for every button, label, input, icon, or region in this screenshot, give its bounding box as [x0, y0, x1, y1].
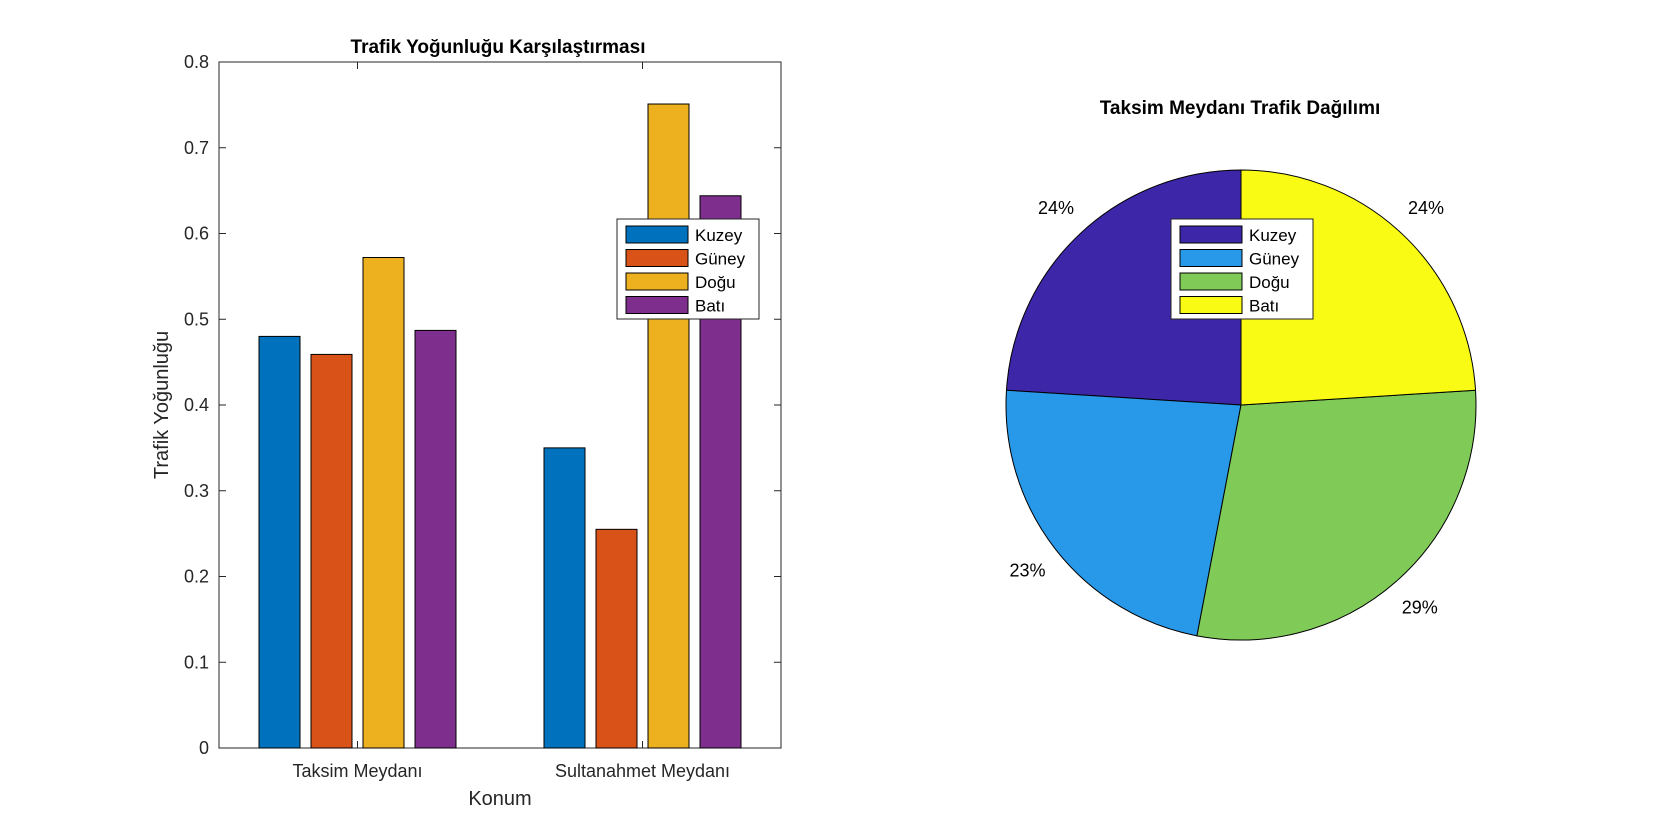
pie-percent-label: 29% [1402, 598, 1438, 618]
bar-legend-entry: Kuzey [695, 226, 743, 245]
pie-legend-entry: Doğu [1249, 273, 1290, 292]
pie-legend-entry: Kuzey [1249, 226, 1297, 245]
bar-legend-swatch [625, 249, 689, 267]
bar-plot-area [218, 61, 782, 749]
y-tick-label: 0 [199, 738, 209, 758]
pie-slice-doğu [1196, 389, 1477, 641]
bar-doğu-0 [362, 257, 405, 749]
pie-legend-swatch [1179, 249, 1243, 267]
x-tick-label: Sultanahmet Meydanı [555, 761, 730, 781]
bar-güney-1 [595, 528, 638, 749]
bar-legend-swatch [625, 296, 689, 314]
x-axis-label: Konum [468, 788, 531, 810]
bar-güney-0 [310, 353, 353, 749]
x-axis-ticks: Taksim Meydanı Sultanahmet Meydanı [292, 62, 730, 781]
y-tick-label: 0.6 [184, 224, 209, 244]
pie-legend-entry: Batı [1249, 297, 1279, 316]
pie-legend: Kuzey Güney Doğu Batı [1170, 218, 1314, 320]
pie-legend-swatch [1179, 296, 1243, 314]
pie-legend-entry: Güney [1249, 250, 1300, 269]
bar-chart: Trafik Yoğunluğu Karşılaştırması 0 0.1 0.2… [151, 37, 782, 810]
y-tick-label: 0.7 [184, 138, 209, 158]
bar-legend-swatch [625, 272, 689, 291]
pie-legend-swatch [1179, 225, 1243, 244]
pie-slice-güney [1005, 389, 1242, 637]
x-tick-label: Taksim Meydanı [292, 761, 422, 781]
y-tick-label: 0.2 [184, 567, 209, 587]
pie-legend-swatch [1179, 272, 1243, 291]
y-axis-label: Trafik Yoğunluğu [151, 331, 173, 479]
bar-legend-entry: Doğu [695, 273, 736, 292]
y-tick-label: 0.4 [184, 395, 209, 415]
y-tick-label: 0.5 [184, 309, 209, 329]
y-tick-label: 0.1 [184, 652, 209, 672]
pie-labels: 24% 23% 29% 24% [1009, 198, 1444, 618]
pie-chart: Taksim Meydanı Trafik Dağılımı 24% 23% 29%… [1005, 98, 1477, 641]
y-axis-ticks: 0 0.1 0.2 0.3 0.4 0.5 0.6 0.7 0.8 [184, 52, 781, 758]
bar-legend-swatch [625, 225, 689, 244]
bar-legend-entry: Batı [695, 297, 725, 316]
y-tick-label: 0.8 [184, 52, 209, 72]
pie-percent-label: 23% [1009, 561, 1045, 581]
bar-kuzey-0 [258, 335, 301, 749]
pie-percent-label: 24% [1408, 198, 1444, 218]
y-tick-label: 0.3 [184, 481, 209, 501]
bar-chart-title: Trafik Yoğunluğu Karşılaştırması [351, 37, 646, 58]
bar-kuzey-1 [543, 447, 586, 749]
bar-batı-0 [414, 329, 457, 749]
bar-doğu-1 [647, 103, 690, 749]
pie-chart-title: Taksim Meydanı Trafik Dağılımı [1100, 98, 1381, 119]
bar-legend-entry: Güney [695, 250, 746, 269]
pie-percent-label: 24% [1038, 198, 1074, 218]
bar-legend: Kuzey Güney Doğu Batı [616, 218, 760, 320]
